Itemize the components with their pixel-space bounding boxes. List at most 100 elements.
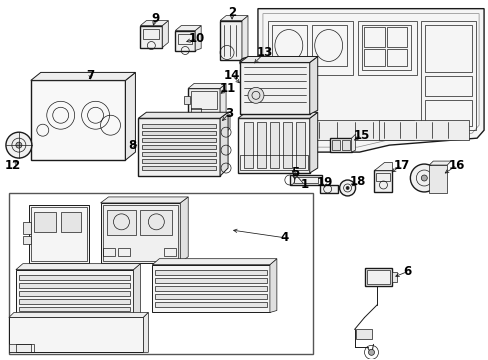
Text: 13: 13 bbox=[256, 46, 272, 59]
Bar bbox=[118, 248, 130, 256]
Bar bbox=[9, 193, 312, 354]
Bar bbox=[19, 283, 130, 288]
Text: 6: 6 bbox=[403, 265, 411, 278]
Polygon shape bbox=[309, 57, 317, 114]
Bar bbox=[374, 170, 392, 192]
Bar bbox=[256, 122, 265, 168]
Polygon shape bbox=[240, 57, 317, 62]
Text: 14: 14 bbox=[224, 69, 240, 82]
Bar bbox=[142, 166, 216, 170]
Bar bbox=[102, 205, 178, 261]
Bar bbox=[282, 122, 291, 168]
Bar bbox=[260, 120, 413, 140]
Bar bbox=[386, 27, 407, 46]
Bar bbox=[191, 91, 217, 109]
Polygon shape bbox=[9, 345, 31, 352]
Bar bbox=[376, 173, 389, 181]
Text: 2: 2 bbox=[227, 6, 236, 19]
Bar bbox=[386, 49, 407, 67]
Polygon shape bbox=[351, 134, 355, 152]
Polygon shape bbox=[175, 26, 201, 31]
Bar bbox=[61, 212, 81, 232]
Text: 11: 11 bbox=[220, 82, 236, 95]
Bar bbox=[293, 177, 317, 183]
Bar bbox=[355, 329, 371, 339]
Bar bbox=[19, 306, 130, 311]
Bar bbox=[178, 33, 192, 44]
Bar bbox=[19, 298, 130, 303]
Polygon shape bbox=[238, 112, 317, 118]
Polygon shape bbox=[125, 72, 135, 160]
Circle shape bbox=[339, 180, 355, 196]
Bar bbox=[238, 118, 309, 173]
Text: 17: 17 bbox=[392, 158, 408, 172]
Bar bbox=[155, 285, 266, 291]
Text: 7: 7 bbox=[86, 69, 95, 82]
Polygon shape bbox=[138, 112, 227, 118]
Bar bbox=[331, 140, 339, 150]
Bar bbox=[142, 152, 216, 156]
Polygon shape bbox=[9, 312, 148, 318]
Polygon shape bbox=[428, 161, 450, 165]
Polygon shape bbox=[143, 312, 148, 352]
Bar bbox=[220, 21, 242, 60]
Bar bbox=[101, 203, 180, 263]
Polygon shape bbox=[242, 15, 247, 60]
Polygon shape bbox=[152, 259, 276, 265]
Bar bbox=[142, 145, 216, 149]
Bar bbox=[164, 248, 176, 256]
Ellipse shape bbox=[240, 58, 255, 67]
Bar bbox=[240, 62, 309, 114]
Bar bbox=[23, 236, 31, 244]
Circle shape bbox=[368, 349, 374, 355]
Bar bbox=[392, 272, 397, 282]
Text: 18: 18 bbox=[348, 175, 365, 189]
Bar bbox=[16, 345, 34, 352]
Bar bbox=[31, 80, 125, 160]
Circle shape bbox=[421, 175, 427, 181]
Polygon shape bbox=[374, 162, 392, 170]
Bar bbox=[364, 268, 392, 285]
Bar bbox=[212, 118, 225, 132]
Bar bbox=[271, 24, 306, 67]
Polygon shape bbox=[195, 26, 201, 50]
Bar bbox=[29, 205, 88, 263]
Polygon shape bbox=[220, 15, 247, 21]
Polygon shape bbox=[140, 21, 168, 26]
Bar bbox=[269, 122, 278, 168]
Bar bbox=[61, 327, 86, 330]
Polygon shape bbox=[16, 264, 140, 270]
Circle shape bbox=[6, 132, 32, 158]
Bar bbox=[34, 212, 56, 232]
Bar bbox=[59, 324, 88, 332]
Bar bbox=[341, 140, 349, 150]
Text: 1: 1 bbox=[300, 179, 308, 192]
Bar bbox=[425, 24, 471, 72]
Bar bbox=[214, 120, 224, 130]
Text: 16: 16 bbox=[448, 158, 465, 172]
Bar bbox=[175, 31, 195, 50]
Text: 15: 15 bbox=[353, 129, 369, 142]
Bar bbox=[142, 138, 216, 142]
Circle shape bbox=[247, 87, 264, 103]
Bar bbox=[142, 159, 216, 163]
Bar bbox=[138, 118, 220, 176]
Bar bbox=[295, 122, 304, 168]
Bar bbox=[9, 318, 143, 352]
Polygon shape bbox=[162, 21, 168, 48]
Bar bbox=[155, 302, 266, 306]
Bar bbox=[19, 275, 130, 280]
Polygon shape bbox=[101, 197, 188, 203]
Bar bbox=[155, 270, 266, 275]
Bar bbox=[102, 248, 114, 256]
Bar bbox=[363, 27, 385, 46]
Bar bbox=[425, 76, 471, 96]
Bar bbox=[140, 26, 162, 48]
Bar bbox=[379, 120, 468, 140]
Text: 12: 12 bbox=[5, 158, 21, 172]
Polygon shape bbox=[220, 84, 225, 116]
Bar bbox=[311, 24, 346, 67]
Polygon shape bbox=[258, 9, 483, 152]
Polygon shape bbox=[269, 259, 276, 312]
Text: 3: 3 bbox=[224, 107, 233, 120]
